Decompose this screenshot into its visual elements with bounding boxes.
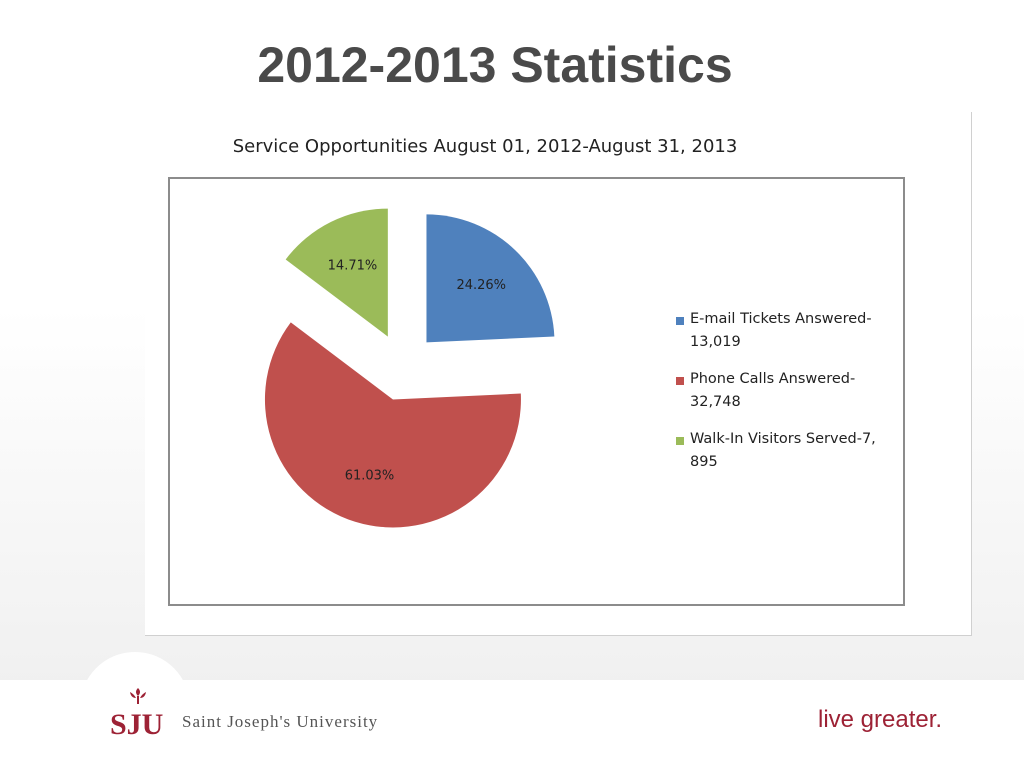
data-label: 61.03% — [345, 468, 395, 483]
legend-item-phone: Phone Calls Answered- 32,748 — [676, 368, 896, 414]
legend-label: Walk-In Visitors Served-7, 895 — [690, 431, 876, 470]
chart-legend: E-mail Tickets Answered- 13,019 Phone Ca… — [676, 308, 896, 488]
legend-swatch — [676, 377, 684, 385]
svg-text:SJU: SJU — [110, 708, 163, 741]
footer-bar — [0, 680, 1024, 768]
pie-slice-phone — [264, 322, 521, 528]
chart-title: Service Opportunities August 01, 2012-Au… — [232, 136, 738, 157]
pie-slice-email — [426, 214, 555, 343]
legend-swatch — [676, 437, 684, 445]
plot-area — [168, 177, 905, 606]
data-label: 14.71% — [328, 259, 378, 274]
pie-slice-walkin — [285, 208, 388, 337]
sju-logo: SJU — [110, 688, 163, 741]
legend-swatch — [676, 317, 684, 325]
legend-label: E-mail Tickets Answered- 13,019 — [690, 311, 872, 350]
legend-label: Phone Calls Answered- 32,748 — [690, 371, 856, 410]
university-name: Saint Joseph's University — [182, 712, 378, 732]
slide-title: 2012-2013 Statistics — [257, 37, 733, 93]
data-label: 24.26% — [456, 278, 506, 293]
tagline: live greater. — [818, 706, 943, 733]
university-name-text: Saint Joseph's University — [182, 712, 379, 731]
pie-chart: 24.26% 61.03% 14.71% — [264, 208, 555, 528]
legend-item-walkin: Walk-In Visitors Served-7, 895 — [676, 428, 896, 474]
legend-item-email: E-mail Tickets Answered- 13,019 — [676, 308, 896, 354]
